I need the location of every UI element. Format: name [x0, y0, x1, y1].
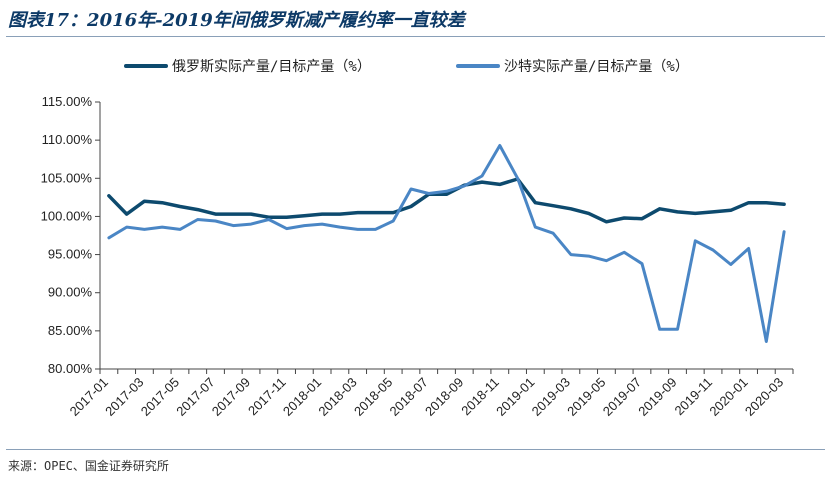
x-tick-label: 2020-01	[706, 375, 750, 419]
x-tick-label: 2018-05	[351, 375, 395, 419]
y-tick-label: 85.00%	[48, 323, 93, 338]
chart-legend: 俄罗斯实际产量/目标产量（%） 沙特实际产量/目标产量（%）	[124, 59, 689, 75]
chart-series	[107, 144, 786, 343]
legend-label-2: 沙特实际产量/目标产量（%）	[504, 59, 689, 75]
x-tick-label: 2020-03	[742, 375, 786, 419]
x-tick-label: 2019-03	[529, 375, 573, 419]
x-tick-label: 2018-09	[422, 375, 466, 419]
x-tick-label: 2018-07	[387, 375, 431, 419]
x-tick-label: 2018-01	[280, 375, 324, 419]
x-tick-label: 2017-03	[102, 375, 146, 419]
series-line-2	[107, 144, 786, 343]
x-tick-label: 2019-05	[564, 375, 608, 419]
x-tick-label: 2018-03	[315, 375, 359, 419]
y-tick-label: 110.00%	[42, 132, 93, 147]
y-tick-label: 80.00%	[48, 361, 93, 376]
x-tick-label: 2017-09	[209, 375, 253, 419]
source-divider	[6, 449, 825, 450]
y-axis: 80.00% 85.00% 90.00% 95.00% 100.00% 105.00% 11…	[41, 94, 101, 376]
y-tick-label: 115.00%	[42, 94, 93, 109]
x-axis: 2017-012017-032017-052017-072017-092017-…	[67, 368, 794, 419]
x-tick-label: 2019-01	[493, 375, 537, 419]
x-tick-label: 2017-01	[67, 375, 111, 419]
series-line-1	[107, 177, 786, 224]
title-divider	[6, 36, 825, 37]
x-tick-label: 2019-09	[635, 375, 679, 419]
y-tick-label: 95.00%	[48, 247, 93, 262]
y-tick-label: 105.00%	[41, 170, 93, 185]
y-tick-label: 100.00%	[41, 208, 93, 223]
chart-title: 图表17：2016年-2019年间俄罗斯减产履约率一直较差	[8, 10, 465, 31]
x-tick-label: 2017-05	[138, 375, 182, 419]
x-tick-label: 2017-07	[173, 375, 217, 419]
source-note: 来源：OPEC、国金证券研究所	[8, 459, 169, 473]
y-tick-label: 90.00%	[48, 285, 93, 300]
x-tick-label: 2019-07	[600, 375, 644, 419]
legend-label-1: 俄罗斯实际产量/目标产量（%）	[172, 59, 371, 75]
